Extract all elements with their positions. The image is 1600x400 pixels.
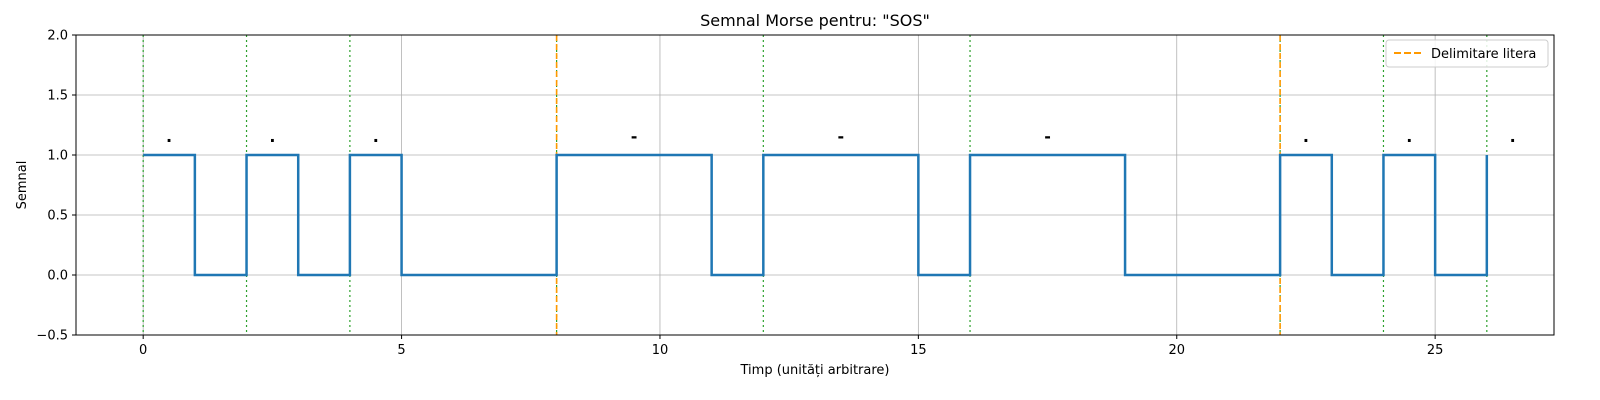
symbol-label-3: -: [631, 127, 638, 146]
symbol-boundaries: [142, 35, 1488, 335]
signal-series: [143, 153, 1489, 277]
x-axis-ticks: 0 5 10 15 20 25: [139, 335, 1443, 358]
y-tick-label-1: 0.0: [47, 269, 68, 284]
signal-line-0: [143, 153, 1489, 277]
symbol-label-4: -: [838, 127, 845, 146]
x-tick-label-0: 0: [139, 343, 147, 358]
y-tick-label-5: 2.0: [47, 29, 68, 44]
symbol-label-6: .: [1303, 127, 1309, 146]
symbol-label-1: .: [269, 127, 275, 146]
y-axis-ticks: −0.5 0.0 0.5 1.0 1.5 2.0: [36, 29, 76, 344]
legend: Delimitare litera: [1385, 39, 1549, 68]
legend-label-letter-boundary: Delimitare litera: [1431, 47, 1536, 62]
x-tick-label-5: 25: [1427, 343, 1444, 358]
chart-title: Semnal Morse pentru: "SOS": [700, 11, 930, 30]
y-tick-label-4: 1.5: [47, 89, 68, 104]
y-tick-label-3: 1.0: [47, 149, 68, 164]
symbol-label-5: -: [1044, 127, 1051, 146]
y-axis-title: Semnal: [15, 161, 30, 210]
legend-box: [1385, 39, 1549, 68]
plot-frame: [75, 34, 1555, 336]
y-tick-label-0: −0.5: [36, 329, 68, 344]
symbol-label-8: .: [1510, 127, 1516, 146]
x-tick-label-1: 5: [397, 343, 405, 358]
x-axis-title: Timp (unități arbitrare): [740, 363, 890, 378]
x-tick-label-2: 10: [652, 343, 669, 358]
symbol-label-7: .: [1406, 127, 1412, 146]
x-tick-label-3: 15: [910, 343, 927, 358]
y-tick-label-2: 0.5: [47, 209, 68, 224]
x-tick-label-4: 20: [1168, 343, 1185, 358]
symbol-labels: ... - - -...: [166, 127, 1516, 146]
symbol-label-2: .: [373, 127, 379, 146]
symbol-label-0: .: [166, 127, 172, 146]
